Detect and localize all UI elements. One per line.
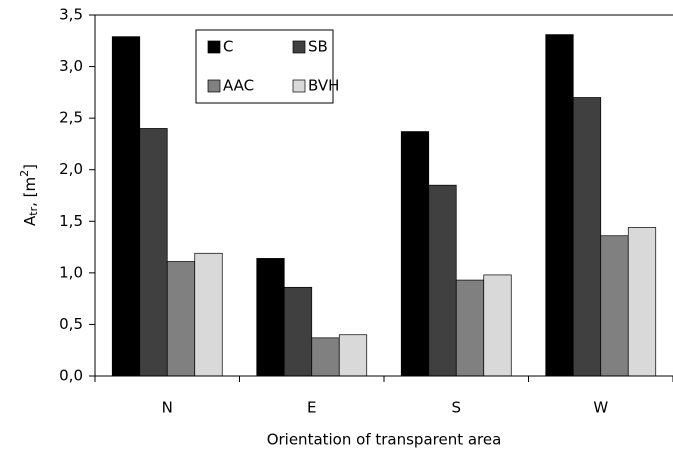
bar	[545, 34, 574, 377]
bar	[455, 279, 485, 377]
bar	[600, 235, 629, 377]
y-tick-label: 2,0	[59, 160, 83, 178]
bar	[256, 258, 285, 377]
y-axis-label: Atr, [m2]	[18, 164, 40, 226]
x-tick-label: E	[307, 399, 316, 417]
bar	[139, 128, 168, 377]
y-tick-label: 3,5	[59, 6, 83, 24]
legend-label: C	[223, 38, 233, 56]
bar	[627, 227, 657, 377]
bar	[311, 337, 340, 377]
bar	[400, 131, 430, 377]
legend-label: BVH	[308, 77, 339, 95]
x-axis-label: Orientation of transparent area	[267, 431, 502, 449]
bar	[338, 334, 368, 377]
legend-swatch	[207, 79, 221, 93]
y-tick-label: 0,0	[59, 367, 83, 385]
y-tick-label: 0,5	[59, 315, 83, 333]
legend-swatch	[207, 40, 221, 54]
legend-swatch	[292, 40, 306, 54]
bar	[483, 274, 512, 377]
x-tick-label: W	[593, 399, 608, 417]
bar	[428, 184, 457, 377]
bar	[194, 252, 223, 377]
x-tick-label: S	[451, 399, 461, 417]
y-tick-label: 2,5	[59, 109, 83, 127]
legend-label: AAC	[223, 77, 254, 95]
x-tick-label: N	[162, 399, 173, 417]
y-tick-label: 1,0	[59, 263, 83, 281]
bar	[166, 261, 196, 377]
bar	[572, 97, 602, 377]
y-tick-label: 3,0	[59, 57, 83, 75]
legend-swatch	[292, 79, 306, 93]
bar	[283, 286, 313, 377]
legend-label: SB	[308, 38, 328, 56]
y-tick-label: 1,5	[59, 212, 83, 230]
bar	[111, 36, 141, 377]
